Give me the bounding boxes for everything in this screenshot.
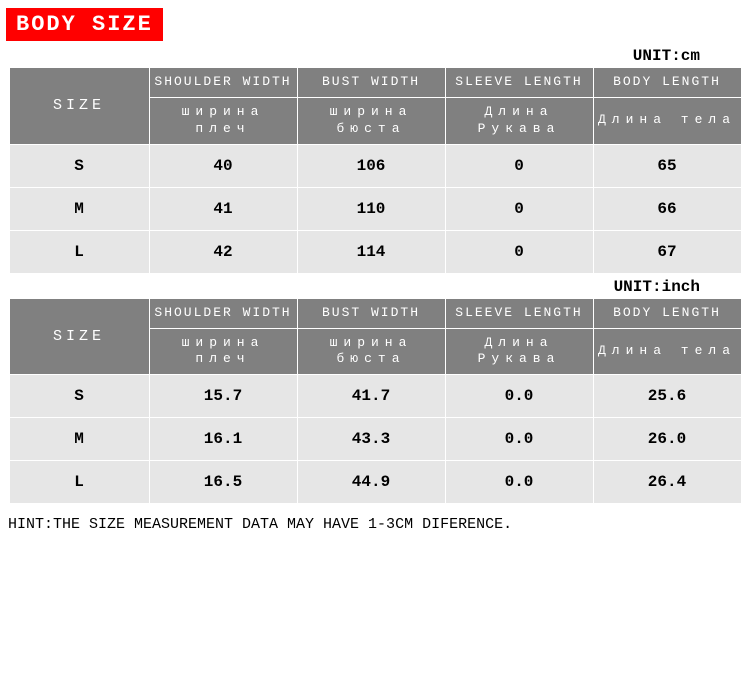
col-body-en: BODY LENGTH <box>593 298 741 328</box>
size-table-inch: SIZE SHOULDER WIDTH BUST WIDTH SLEEVE LE… <box>9 298 742 505</box>
cell-body: 66 <box>593 187 741 230</box>
col-bust-en: BUST WIDTH <box>297 68 445 98</box>
cell-size: S <box>9 144 149 187</box>
col-body-en: BODY LENGTH <box>593 68 741 98</box>
unit-label-inch: UNIT:inch <box>0 278 750 296</box>
table-row: M 41 110 0 66 <box>9 187 741 230</box>
cell-sleeve: 0.0 <box>445 375 593 418</box>
cell-shoulder: 15.7 <box>149 375 297 418</box>
cell-size: L <box>9 230 149 273</box>
col-body-ru: Длина тела <box>593 328 741 375</box>
table-row: S 15.7 41.7 0.0 25.6 <box>9 375 741 418</box>
cell-body: 25.6 <box>593 375 741 418</box>
cell-bust: 110 <box>297 187 445 230</box>
cell-bust: 41.7 <box>297 375 445 418</box>
col-shoulder-ru: ширина плеч <box>149 328 297 375</box>
col-sleeve-ru: Длина Рукава <box>445 97 593 144</box>
col-sleeve-ru: Длина Рукава <box>445 328 593 375</box>
table-row: S 40 106 0 65 <box>9 144 741 187</box>
cell-shoulder: 42 <box>149 230 297 273</box>
unit-label-cm: UNIT:cm <box>0 47 750 65</box>
size-table-cm: SIZE SHOULDER WIDTH BUST WIDTH SLEEVE LE… <box>9 67 742 274</box>
cell-shoulder: 16.5 <box>149 461 297 504</box>
col-size-header: SIZE <box>9 68 149 145</box>
cell-body: 67 <box>593 230 741 273</box>
table-row: M 16.1 43.3 0.0 26.0 <box>9 418 741 461</box>
col-shoulder-ru: ширина плеч <box>149 97 297 144</box>
cell-body: 26.4 <box>593 461 741 504</box>
col-shoulder-en: SHOULDER WIDTH <box>149 298 297 328</box>
cell-bust: 114 <box>297 230 445 273</box>
cell-bust: 44.9 <box>297 461 445 504</box>
cell-bust: 43.3 <box>297 418 445 461</box>
hint-text: HINT:THE SIZE MEASUREMENT DATA MAY HAVE … <box>0 508 750 533</box>
cell-body: 26.0 <box>593 418 741 461</box>
cell-size: S <box>9 375 149 418</box>
table-row: L 16.5 44.9 0.0 26.4 <box>9 461 741 504</box>
cell-bust: 106 <box>297 144 445 187</box>
cell-sleeve: 0 <box>445 144 593 187</box>
header-row-en: SIZE SHOULDER WIDTH BUST WIDTH SLEEVE LE… <box>9 298 741 328</box>
cell-sleeve: 0.0 <box>445 461 593 504</box>
col-bust-en: BUST WIDTH <box>297 298 445 328</box>
cell-size: M <box>9 418 149 461</box>
cell-sleeve: 0 <box>445 187 593 230</box>
cell-body: 65 <box>593 144 741 187</box>
table-row: L 42 114 0 67 <box>9 230 741 273</box>
cell-shoulder: 16.1 <box>149 418 297 461</box>
cell-shoulder: 41 <box>149 187 297 230</box>
col-body-ru: Длина тела <box>593 97 741 144</box>
size-chart-page: BODY SIZE UNIT:cm SIZE SHOULDER WIDTH BU… <box>0 0 750 533</box>
col-size-header: SIZE <box>9 298 149 375</box>
cell-size: M <box>9 187 149 230</box>
cell-shoulder: 40 <box>149 144 297 187</box>
header-row-en: SIZE SHOULDER WIDTH BUST WIDTH SLEEVE LE… <box>9 68 741 98</box>
cell-size: L <box>9 461 149 504</box>
cell-sleeve: 0 <box>445 230 593 273</box>
col-bust-ru: ширина бюста <box>297 97 445 144</box>
col-shoulder-en: SHOULDER WIDTH <box>149 68 297 98</box>
cell-sleeve: 0.0 <box>445 418 593 461</box>
col-bust-ru: ширина бюста <box>297 328 445 375</box>
col-sleeve-en: SLEEVE LENGTH <box>445 68 593 98</box>
title-badge: BODY SIZE <box>6 8 163 41</box>
col-sleeve-en: SLEEVE LENGTH <box>445 298 593 328</box>
